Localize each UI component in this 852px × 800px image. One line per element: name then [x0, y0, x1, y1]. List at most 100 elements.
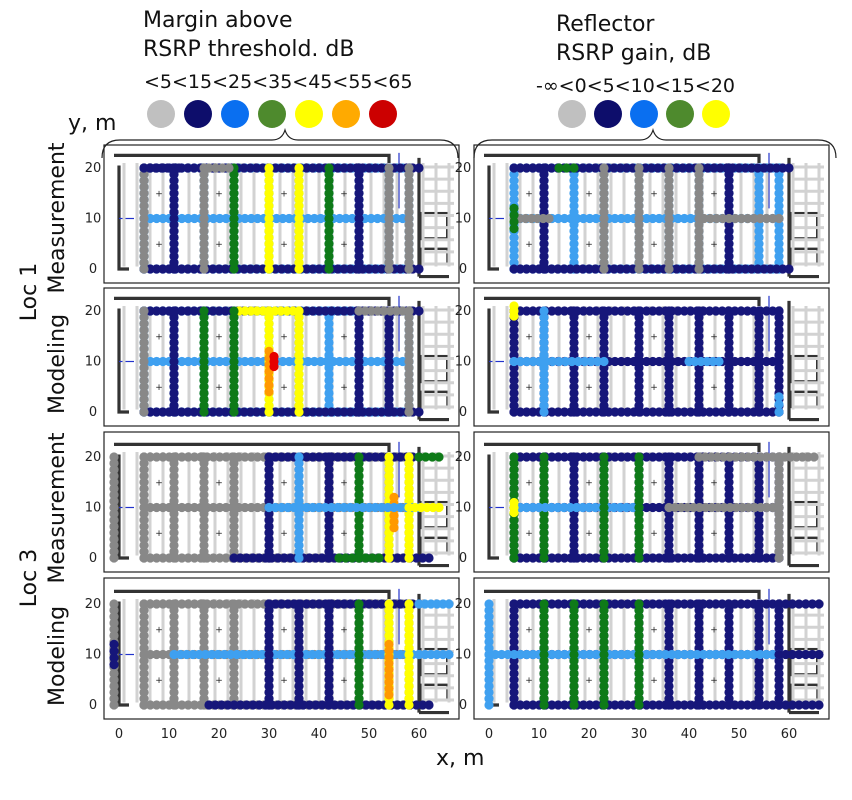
measurement-point — [199, 540, 209, 550]
measurement-point-navy — [324, 599, 334, 609]
measurement-point-navy — [264, 540, 274, 550]
measurement-point — [774, 188, 784, 198]
measurement-point-gray — [384, 239, 394, 249]
measurement-point-blue — [294, 465, 304, 475]
measurement-point-yellow — [294, 239, 304, 249]
measurement-point — [654, 306, 664, 316]
measurement-point — [341, 356, 351, 367]
pillar-marker: + — [340, 383, 348, 393]
measurement-point — [169, 599, 179, 609]
measurement-point-green — [324, 176, 334, 186]
pillar-marker: + — [155, 332, 163, 342]
measurement-point-navy — [384, 375, 394, 386]
measurement-point — [569, 375, 579, 386]
measurement-point-yellow — [404, 599, 414, 609]
measurement-point-navy — [169, 369, 179, 379]
measurement-point — [654, 213, 664, 224]
measurement-point-navy — [324, 547, 334, 557]
measurement-point-blue — [539, 319, 549, 329]
measurement-point-yellow — [264, 319, 274, 329]
measurement-point-navy — [279, 553, 289, 563]
measurement-point-gray — [139, 245, 149, 255]
measurement-point-green — [354, 540, 364, 550]
measurement-point-gray — [384, 245, 394, 255]
measurement-point — [634, 344, 644, 354]
measurement-point-gray — [664, 213, 674, 224]
measurement-point — [664, 344, 674, 354]
measurement-point-gray — [404, 306, 414, 316]
legend-swatch-left-1 — [184, 100, 212, 128]
measurement-point-gray — [404, 382, 414, 392]
measurement-point-green — [324, 169, 334, 179]
measurement-point — [169, 534, 179, 544]
legend-left-swatches — [147, 100, 397, 128]
pillar-marker: + — [710, 625, 718, 635]
measurement-point-gray — [404, 258, 414, 268]
measurement-point — [169, 515, 179, 525]
measurement-point-navy — [539, 176, 549, 186]
measurement-point — [169, 547, 179, 557]
measurement-point-green — [324, 258, 334, 268]
measurement-point-gray — [694, 220, 704, 230]
measurement-point — [599, 401, 609, 411]
measurement-point — [648, 407, 658, 417]
measurement-point — [664, 599, 674, 609]
measurement-point-gray — [204, 163, 214, 173]
measurement-point — [599, 306, 609, 316]
measurement-point-gray — [404, 337, 414, 348]
measurement-point — [599, 382, 609, 392]
measurement-point — [158, 213, 168, 224]
measurement-point-green — [229, 239, 239, 249]
measurement-point — [559, 213, 570, 224]
measurement-point-navy — [724, 176, 734, 186]
measurement-point-navy — [304, 553, 315, 563]
measurement-point-navy — [414, 407, 424, 417]
measurement-point-gray — [384, 207, 394, 217]
measurement-point-navy — [311, 553, 321, 563]
measurement-point — [569, 325, 579, 335]
measurement-point-navy — [169, 226, 179, 236]
measurement-point-green — [199, 312, 209, 322]
measurement-point-yellow — [294, 226, 304, 236]
measurement-point-yellow — [264, 331, 274, 341]
pillar-marker: + — [280, 189, 288, 199]
measurement-point — [139, 496, 149, 506]
measurement-point — [578, 213, 589, 224]
measurement-point — [341, 213, 351, 224]
measurement-point-navy — [384, 319, 394, 329]
measurement-point — [754, 176, 764, 186]
building-walls — [114, 442, 449, 568]
measurement-point — [509, 251, 519, 261]
measurement-point-navy — [286, 553, 296, 563]
measurement-point — [229, 477, 239, 487]
measurement-point-navy — [324, 477, 334, 487]
measurement-point-navy — [354, 344, 364, 354]
measurement-point-gray — [694, 251, 704, 261]
measurement-point-green — [229, 220, 239, 230]
measurement-point — [189, 213, 200, 224]
measurement-point-green — [354, 521, 364, 532]
measurement-point-blue — [539, 407, 549, 417]
measurement-point — [139, 515, 149, 525]
measurement-point — [694, 394, 704, 404]
y-tick-label: 20 — [85, 304, 102, 319]
measurement-point — [774, 356, 784, 367]
measurement-point — [599, 344, 609, 354]
measurement-point-green — [199, 356, 209, 367]
measurement-point-blue — [294, 490, 304, 500]
measurement-point-gray — [404, 251, 414, 261]
measurement-point-gray — [694, 245, 704, 255]
measurement-point-yellow — [264, 407, 274, 417]
measurement-point-navy — [264, 483, 274, 494]
pillar-marker: + — [215, 478, 223, 488]
measurement-point-yellow — [294, 319, 304, 329]
measurement-point-green — [229, 176, 239, 186]
measurement-point — [654, 407, 664, 417]
measurement-point — [208, 213, 219, 224]
measurement-point — [754, 599, 764, 609]
measurement-point — [673, 407, 683, 417]
measurement-point — [768, 306, 778, 316]
measurement-point-blue — [539, 382, 549, 392]
measurement-point-green — [229, 319, 239, 329]
measurement-point — [774, 382, 784, 392]
